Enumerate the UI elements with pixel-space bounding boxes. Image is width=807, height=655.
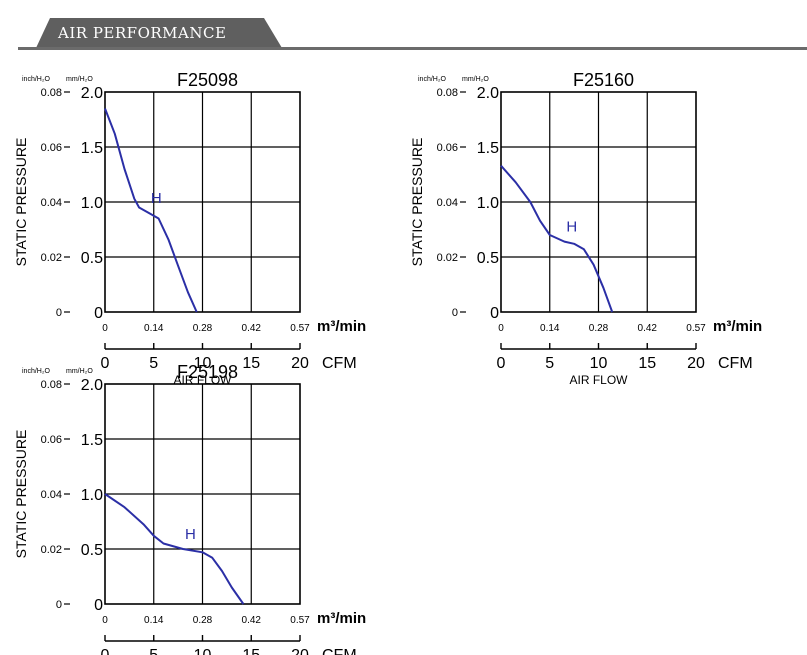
- chart-svg-f25198: F25198 inch/H₂O mm/H₂O 0.08 2.0 0.06 1.5 0.04 1.…: [13, 362, 366, 655]
- x-tick-label-cfm: 5: [149, 647, 158, 655]
- y-tick-label-mm: 1.0: [81, 195, 103, 212]
- y-tick-label-mm: 2.0: [81, 377, 103, 394]
- y-tick-label-mm: 2.0: [477, 85, 499, 102]
- chart-title: F25160: [573, 70, 634, 90]
- x-tick-label-m3: 0: [498, 323, 504, 334]
- x-tick-label-cfm: 10: [590, 355, 608, 372]
- x-tick-label-m3: 0.14: [540, 323, 560, 334]
- y-tick-label-mm: 1.0: [477, 195, 499, 212]
- x-tick-label-m3: 0.14: [144, 615, 164, 626]
- y-tick-label-mm: 0.5: [477, 250, 499, 267]
- section-tab: AIR PERFORMANCE: [36, 18, 282, 48]
- y-unit-mm: mm/H₂O: [66, 76, 93, 83]
- y-tick-label-inch: 0.02: [41, 544, 62, 556]
- y-unit-mm: mm/H₂O: [66, 368, 93, 375]
- y-axis-title: STATIC PRESSURE: [13, 138, 29, 267]
- chart-f25160: F25160 inch/H₂O mm/H₂O 0.08 2.0 0.06 1.5 0.04 1.…: [396, 62, 786, 387]
- chart-f25198: F25198 inch/H₂O mm/H₂O 0.08 2.0 0.06 1.5 0.04 1.…: [0, 354, 390, 655]
- x-tick-label-m3: 0.14: [144, 323, 164, 334]
- y-unit-inch: inch/H₂O: [418, 76, 447, 83]
- series-label: H: [566, 219, 577, 236]
- x-tick-label-cfm: 20: [687, 355, 705, 372]
- section-tab-shape: [36, 18, 282, 48]
- chart-f25098: F25098 inch/H₂O mm/H₂O 0.08 2.0 0.06 1.5 0.04 1.…: [0, 62, 390, 387]
- y-tick-label-inch: 0.06: [41, 142, 62, 154]
- section-title: AIR PERFORMANCE: [58, 24, 227, 42]
- x-tick-label-m3: 0.42: [242, 323, 262, 334]
- y-tick-label-mm: 0: [94, 597, 103, 614]
- x-tick-label-cfm: 10: [194, 647, 212, 655]
- x-tick-label-cfm: 20: [291, 355, 309, 372]
- x-tick-label-cfm: 20: [291, 647, 309, 655]
- section-header: AIR PERFORMANCE: [0, 0, 807, 55]
- x-tick-label-cfm: 15: [242, 647, 260, 655]
- section-divider: [18, 47, 807, 50]
- chart-title: F25098: [177, 70, 238, 90]
- y-tick-label-inch: 0.02: [437, 252, 458, 264]
- y-tick-label-inch: 0.02: [41, 252, 62, 264]
- y-tick-label-inch: 0.08: [41, 87, 62, 99]
- y-tick-label-mm: 1.5: [81, 432, 103, 449]
- y-tick-label-inch: 0.04: [41, 197, 62, 209]
- x-unit-m3: m³/min: [317, 318, 366, 335]
- chart-svg-f25160: F25160 inch/H₂O mm/H₂O 0.08 2.0 0.06 1.5 0.04 1.…: [409, 70, 762, 387]
- x-tick-label-cfm: 0: [101, 647, 110, 655]
- x-tick-label-m3: 0.57: [290, 323, 310, 334]
- series-label: H: [185, 526, 196, 543]
- x-tick-label-cfm: 5: [149, 355, 158, 372]
- y-tick-label-inch: 0.06: [41, 434, 62, 446]
- y-tick-label-inch: 0: [452, 307, 458, 319]
- x-unit-m3: m³/min: [317, 610, 366, 627]
- y-tick-label-mm: 0.5: [81, 250, 103, 267]
- x-tick-label-cfm: 15: [638, 355, 656, 372]
- y-unit-inch: inch/H₂O: [22, 76, 51, 83]
- plot-frame: [104, 91, 301, 313]
- x-tick-label-m3: 0: [102, 615, 108, 626]
- x-unit-m3: m³/min: [713, 318, 762, 335]
- x-unit-cfm: CFM: [718, 355, 753, 372]
- y-tick-label-inch: 0: [56, 307, 62, 319]
- x-unit-cfm: CFM: [322, 355, 357, 372]
- y-tick-label-mm: 2.0: [81, 85, 103, 102]
- x-tick-label-cfm: 0: [497, 355, 506, 372]
- y-tick-label-inch: 0: [56, 599, 62, 611]
- y-tick-label-inch: 0.08: [41, 379, 62, 391]
- y-unit-mm: mm/H₂O: [462, 76, 489, 83]
- x-tick-label-cfm: 15: [242, 355, 260, 372]
- x-tick-label-m3: 0.28: [589, 323, 609, 334]
- series-line-h: [104, 108, 198, 313]
- x-axis-title: AIR FLOW: [569, 373, 628, 387]
- series-line-h: [500, 165, 614, 313]
- chart-svg-f25098: F25098 inch/H₂O mm/H₂O 0.08 2.0 0.06 1.5 0.04 1.…: [13, 70, 366, 387]
- x-tick-label-cfm: 5: [545, 355, 554, 372]
- y-tick-label-mm: 1.5: [477, 140, 499, 157]
- x-tick-label-m3: 0: [102, 323, 108, 334]
- plot-frame: [500, 91, 697, 313]
- y-tick-label-mm: 0.5: [81, 542, 103, 559]
- x-tick-label-m3: 0.57: [290, 615, 310, 626]
- y-tick-label-mm: 1.5: [81, 140, 103, 157]
- y-tick-label-inch: 0.06: [437, 142, 458, 154]
- y-tick-label-mm: 1.0: [81, 487, 103, 504]
- x-tick-label-m3: 0.42: [242, 615, 262, 626]
- series-label: H: [151, 190, 162, 207]
- x-tick-label-cfm: 10: [194, 355, 212, 372]
- y-tick-label-inch: 0.08: [437, 87, 458, 99]
- x-tick-label-m3: 0.42: [638, 323, 658, 334]
- x-tick-label-m3: 0.57: [686, 323, 706, 334]
- y-unit-inch: inch/H₂O: [22, 368, 51, 375]
- y-tick-label-inch: 0.04: [41, 489, 62, 501]
- y-tick-label-mm: 0: [94, 305, 103, 322]
- chart-title: F25198: [177, 362, 238, 382]
- x-tick-label-m3: 0.28: [193, 615, 213, 626]
- y-axis-title: STATIC PRESSURE: [13, 430, 29, 559]
- y-axis-title: STATIC PRESSURE: [409, 138, 425, 267]
- y-tick-label-inch: 0.04: [437, 197, 458, 209]
- x-tick-label-cfm: 0: [101, 355, 110, 372]
- x-unit-cfm: CFM: [322, 647, 357, 655]
- x-tick-label-m3: 0.28: [193, 323, 213, 334]
- series-line-h: [104, 493, 245, 605]
- y-tick-label-mm: 0: [490, 305, 499, 322]
